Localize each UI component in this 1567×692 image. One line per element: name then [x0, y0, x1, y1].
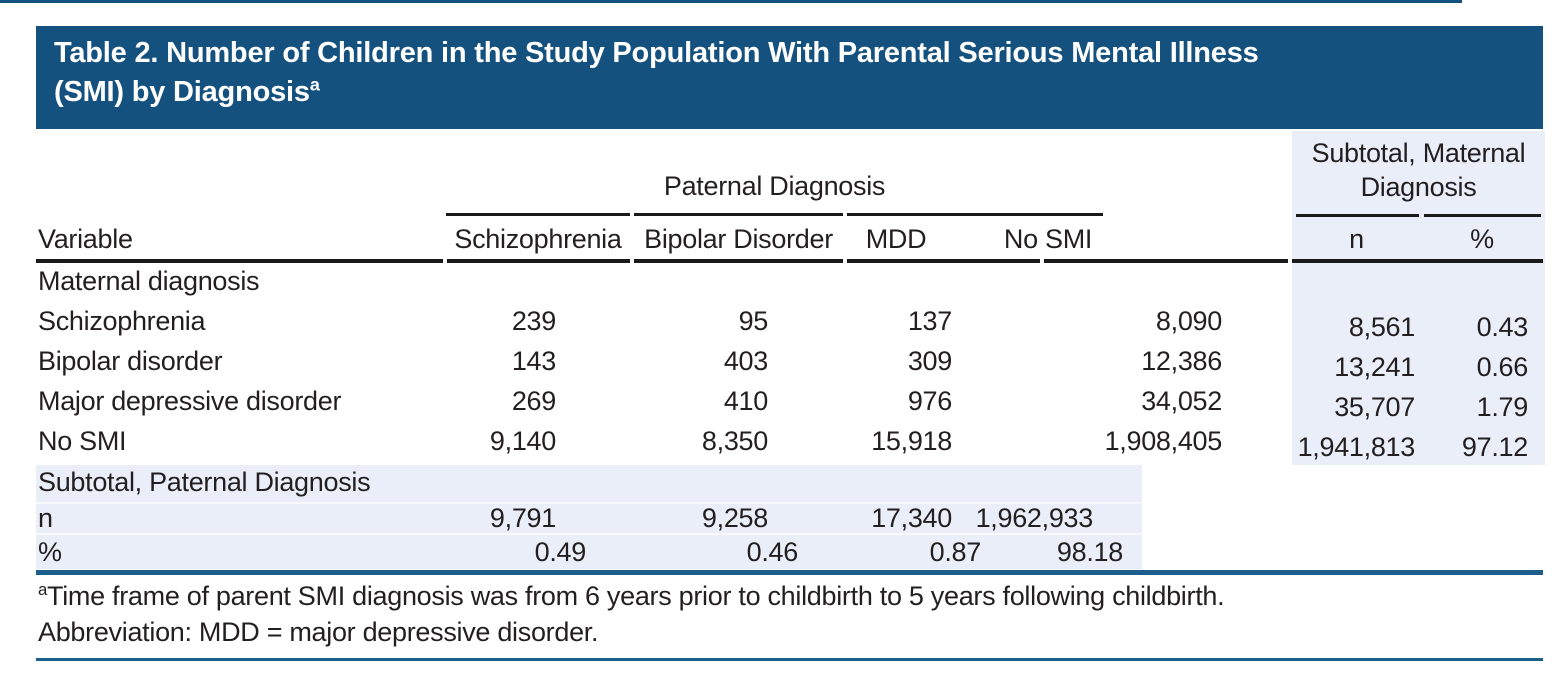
table-cell: 309	[907, 346, 952, 376]
maternal-spanner-rule	[1424, 214, 1541, 217]
table-cell: 137	[907, 306, 952, 336]
row-label: No SMI	[38, 426, 127, 456]
maternal-subtotal-shading	[1292, 131, 1545, 465]
maternal-spanner-rule	[1296, 214, 1419, 217]
table-cell: 8,561	[1348, 312, 1415, 342]
table-cell: 34,052	[1141, 386, 1222, 416]
column-header-variable: Variable	[38, 224, 133, 254]
top-page-rule	[0, 0, 1462, 3]
subtotal-paternal-label: Subtotal, Paternal Diagnosis	[38, 467, 371, 497]
spanner-rule	[634, 213, 843, 216]
header-rule	[447, 259, 630, 263]
column-header-bipolar-disorder: Bipolar Disorder	[644, 224, 833, 254]
table-cell: 143	[511, 346, 556, 376]
table-title-line2: (SMI) by Diagnosisa	[54, 74, 320, 109]
column-header-schizophrenia: Schizophrenia	[454, 224, 622, 254]
table-cell: 12,386	[1141, 346, 1222, 376]
table-cell: 0.66	[1476, 352, 1529, 382]
subtotal-pct-row-label: %	[38, 537, 62, 567]
table-cell: 1,941,813	[1297, 432, 1416, 462]
table-cell: 9,791	[489, 503, 556, 533]
maternal-spanner-line1: Subtotal, Maternal	[1311, 138, 1526, 168]
header-rule	[634, 259, 843, 263]
table-cell: 0.49	[534, 537, 587, 567]
table-cell: 95	[738, 306, 769, 336]
row-separator	[36, 502, 1142, 504]
header-rule	[847, 259, 1040, 263]
table-cell: 1,908,405	[1104, 426, 1223, 456]
paternal-subtotal-shading	[36, 465, 1142, 569]
table-cell: 97.12	[1461, 432, 1528, 462]
section-label-maternal-diagnosis: Maternal diagnosis	[38, 266, 260, 296]
table-title-line1: Table 2. Number of Children in the Study…	[54, 37, 1259, 69]
table-cell: 0.43	[1476, 312, 1529, 342]
spanner-rule	[847, 213, 1103, 216]
header-rule	[1292, 259, 1543, 263]
footnote-timeframe: aTime frame of parent SMI diagnosis was …	[38, 580, 1225, 612]
header-rule	[1044, 259, 1288, 263]
table-cell: 9,140	[489, 426, 556, 456]
table-cell: 976	[907, 386, 952, 416]
table-cell: 9,258	[701, 503, 768, 533]
footer-rule	[36, 658, 1543, 661]
column-header-mdd: MDD	[865, 224, 927, 254]
table-cell: 0.87	[929, 537, 982, 567]
table-cell: 0.46	[746, 537, 799, 567]
row-label: Schizophrenia	[38, 306, 206, 336]
table-cell: 403	[723, 346, 768, 376]
table-title-bar: Table 2. Number of Children in the Study…	[36, 26, 1543, 129]
maternal-spanner-line2: Diagnosis	[1360, 172, 1477, 202]
table-cell: 8,350	[701, 426, 768, 456]
footnote-marker: a	[38, 580, 48, 599]
subtotal-n-row-label: n	[38, 503, 53, 533]
table-cell: 8,090	[1155, 306, 1222, 336]
footnote-timeframe-text: Time frame of parent SMI diagnosis was f…	[47, 581, 1225, 611]
table-cell: 17,340	[871, 503, 952, 533]
column-header-no-smi: No SMI	[1003, 224, 1093, 254]
paternal-diagnosis-spanner: Paternal Diagnosis	[663, 171, 886, 201]
table-cell: 35,707	[1334, 392, 1415, 422]
table-cell: 410	[723, 386, 768, 416]
table-cell: 98.18	[1056, 537, 1123, 567]
table-title-footnote-marker: a	[309, 74, 320, 95]
column-header-percent: %	[1470, 224, 1494, 254]
row-label: Bipolar disorder	[38, 346, 223, 376]
table-cell: 239	[511, 306, 556, 336]
row-label: Major depressive disorder	[38, 386, 342, 416]
table-cell: 1,962,933	[975, 503, 1094, 533]
row-separator	[36, 533, 1142, 535]
table-title-line2-text: (SMI) by Diagnosis	[54, 76, 310, 108]
footnote-abbreviation: Abbreviation: MDD = major depressive dis…	[38, 617, 599, 647]
header-rule	[36, 259, 443, 263]
table-bottom-rule	[36, 570, 1543, 575]
spanner-rule	[446, 213, 630, 216]
table-cell: 13,241	[1334, 352, 1415, 382]
column-header-n: n	[1349, 224, 1364, 254]
table-cell: 15,918	[871, 426, 952, 456]
table-cell: 269	[511, 386, 556, 416]
table-cell: 1.79	[1476, 392, 1529, 422]
